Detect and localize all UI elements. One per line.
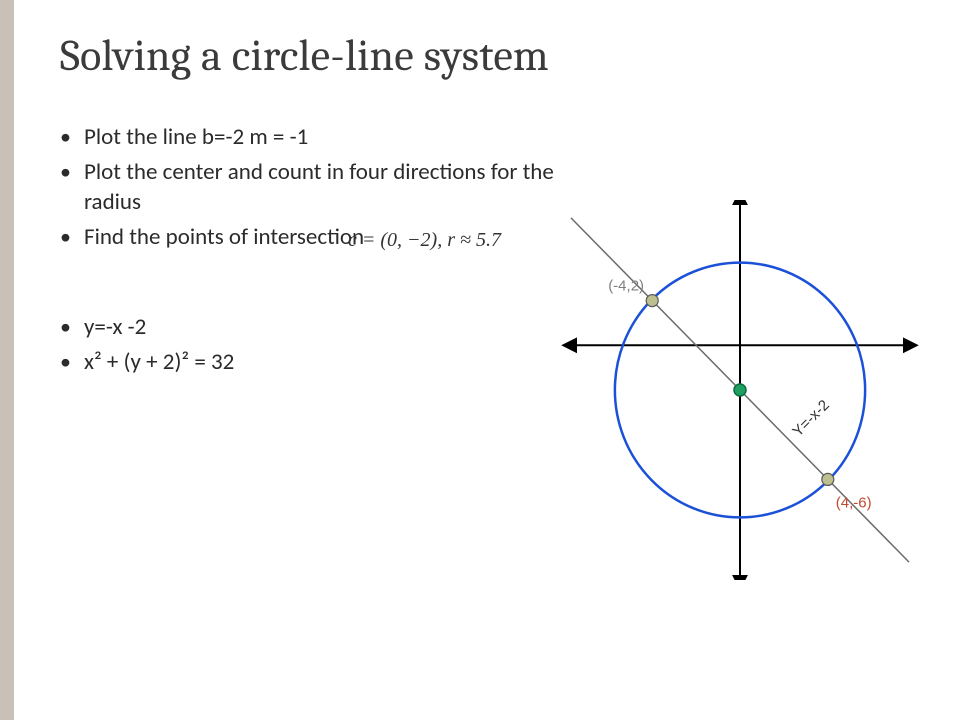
bullet-1: Plot the line b=-2 m = -1 — [60, 123, 580, 152]
graph-container: Y=-x-2 (-4,2) (4,-6) — [560, 200, 920, 580]
slide-title: Solving a circle-line system — [60, 30, 920, 81]
bullet-3: Find the points of intersection — [60, 223, 580, 252]
bullet-4: y=-x -2 — [60, 313, 580, 342]
line-equation-label: Y=-x-2 — [789, 397, 833, 441]
intersection-label-0: (-4,2) — [608, 278, 644, 295]
slide: Solving a circle-line system Plot the li… — [0, 0, 960, 720]
bullet-2: Plot the center and count in four direct… — [60, 158, 580, 217]
intersection-point-0 — [646, 295, 658, 307]
equation-inline: c = (0, −2), r ≈ 5.7 — [348, 229, 501, 252]
center-marker — [734, 384, 746, 396]
intersection-label-1: (4,-6) — [836, 494, 872, 511]
graph-svg: Y=-x-2 (-4,2) (4,-6) — [560, 200, 920, 580]
intersection-point-1 — [822, 473, 834, 485]
bullet-list: Plot the line b=-2 m = -1 Plot the cente… — [60, 123, 580, 384]
bullet-5: x² + (y + 2)² = 32 — [60, 348, 580, 377]
